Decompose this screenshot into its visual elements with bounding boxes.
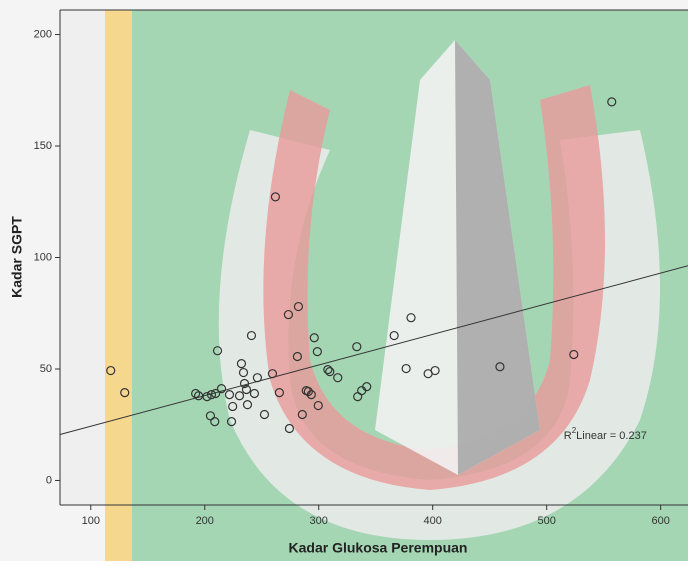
point [224,390,235,400]
watermark-shape [455,40,540,475]
y-tick-label: 150 [34,140,52,152]
point [259,409,270,420]
point [202,392,212,402]
point [205,411,216,421]
point [430,365,440,376]
annotation-sup: 2 [572,426,577,435]
point [325,367,335,377]
point [274,388,285,398]
point [313,400,323,411]
point [309,333,319,343]
point [352,342,362,352]
point [226,417,237,427]
point [106,365,116,376]
point [283,309,294,320]
x-tick-label: 500 [537,515,555,527]
watermark-band [60,10,105,505]
point [306,390,316,400]
point [495,362,505,372]
point [120,388,130,398]
y-tick-label: 100 [34,251,52,263]
x-axis-label: Kadar Glukosa Perempuan [289,540,468,556]
watermark-shape [263,85,605,490]
point [401,363,411,374]
point [389,330,399,341]
point [242,400,253,410]
point [212,346,223,356]
x-tick-label: 400 [424,515,442,527]
point [234,391,245,401]
point [569,349,579,360]
point [323,365,333,375]
annotation-r: R [564,430,572,442]
y-tick-label: 50 [40,363,52,375]
x-tick-label: 100 [82,515,100,527]
x-tick-label: 200 [196,515,214,527]
point [293,301,304,312]
point [249,388,260,399]
point [191,388,201,399]
point [241,384,252,395]
point [216,384,227,394]
fit-line [59,265,688,436]
y-tick-label: 0 [46,474,52,486]
point [362,382,372,392]
point [406,313,416,323]
point [270,192,281,202]
point [236,359,247,369]
y-axis-label: Kadar SGPT [9,216,25,298]
point [297,409,307,420]
point [228,401,238,412]
point [246,330,257,341]
x-tick-label: 600 [651,515,669,527]
point [292,351,303,362]
point [284,423,295,434]
annotation-text: Linear = 0.237 [576,430,647,442]
point [333,373,343,383]
point [210,417,220,427]
x-tick-label: 300 [310,515,328,527]
watermark-band [105,10,132,561]
annotation: R2Linear = 0.237 [564,426,647,442]
y-tick-label: 200 [34,28,52,40]
point [312,346,322,357]
point [607,97,617,107]
point [303,386,313,397]
point [238,367,249,378]
